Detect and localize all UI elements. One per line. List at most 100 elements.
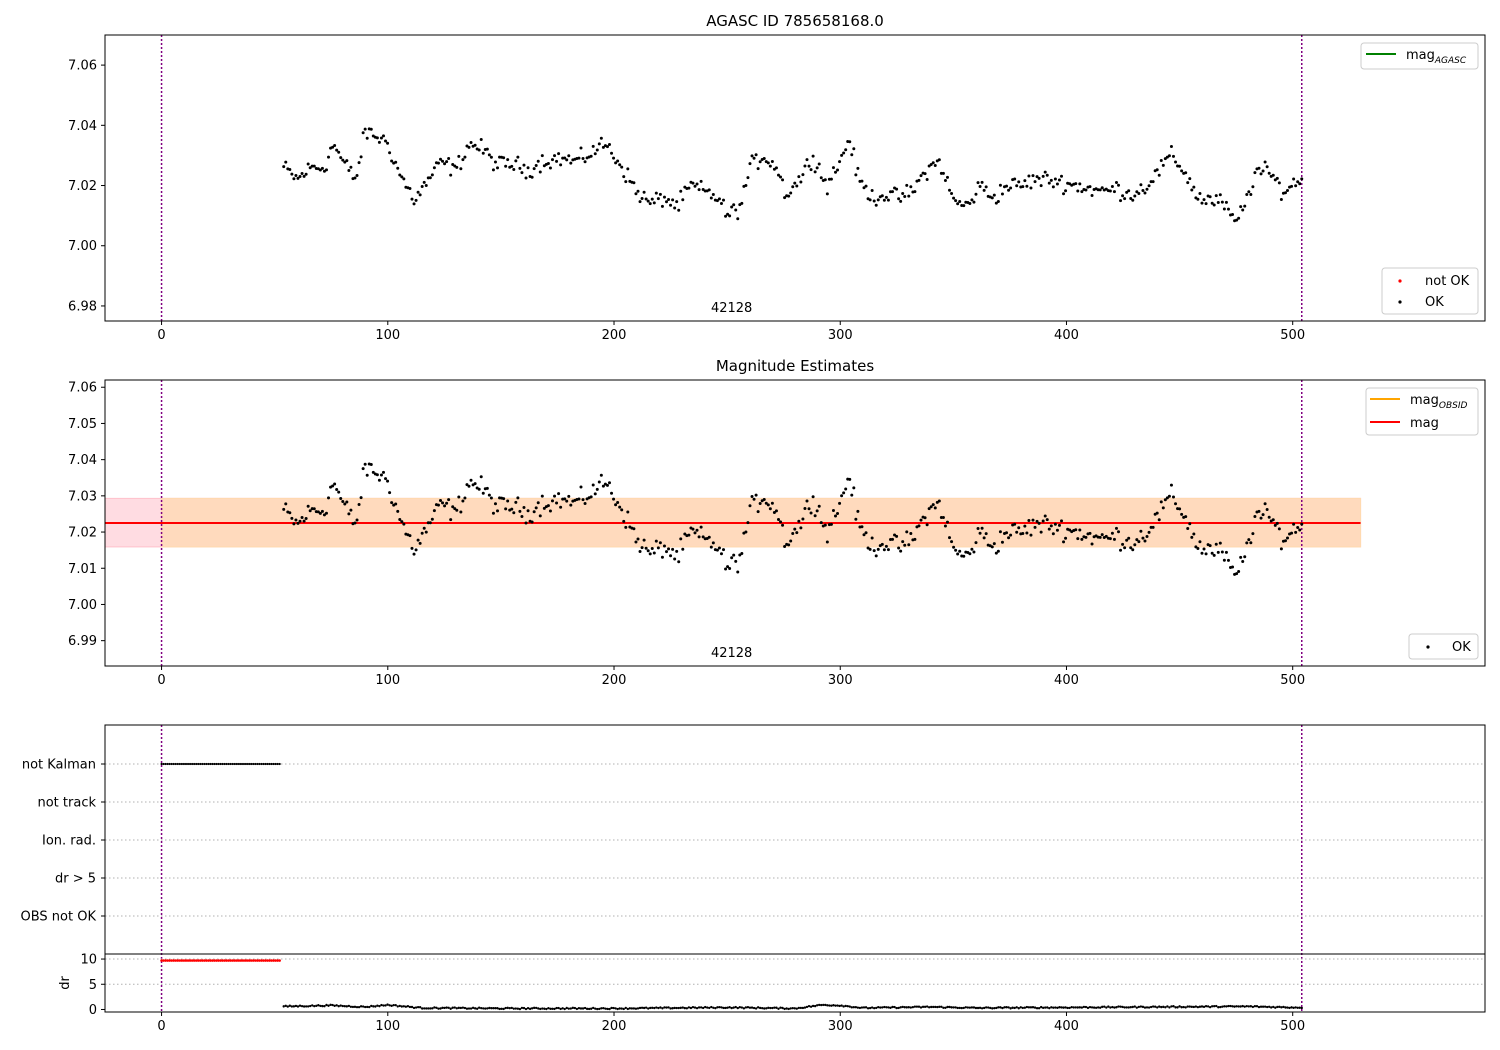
- ok-point-2: [595, 487, 599, 491]
- p1-xtick-label: 200: [602, 328, 627, 343]
- ok-point: [744, 183, 748, 187]
- dr-point: [1125, 1006, 1128, 1009]
- dr-point: [1272, 1005, 1275, 1009]
- panel-magnitude-legend-lines: magOBSID mag: [1365, 387, 1479, 436]
- ok-point: [958, 199, 962, 203]
- dr-point: [954, 1006, 957, 1009]
- dr-point: [952, 1006, 955, 1009]
- dr-point: [885, 1006, 888, 1009]
- ok-point: [919, 174, 923, 178]
- dr-point: [1147, 1006, 1151, 1009]
- ok-point: [355, 173, 359, 177]
- ok-point: [363, 127, 367, 131]
- ok-point-2: [601, 484, 605, 488]
- dr-point: [286, 1005, 289, 1008]
- dr-point: [372, 1005, 375, 1008]
- ok-point: [349, 165, 353, 169]
- not-kalman-marker: [252, 762, 255, 766]
- dr-point: [1286, 1006, 1289, 1009]
- dr-point: [901, 1005, 904, 1009]
- ok-point: [1273, 178, 1277, 182]
- ok-point-2: [502, 497, 506, 501]
- ok-point: [1178, 164, 1182, 168]
- dr-point: [402, 1005, 406, 1008]
- ok-point: [1141, 189, 1145, 193]
- ok-point: [650, 197, 654, 201]
- ok-point-2: [1039, 530, 1043, 534]
- dr-point: [541, 1007, 544, 1010]
- dr-point: [575, 1007, 579, 1011]
- p3-xtick-label: 100: [375, 1019, 400, 1034]
- ok-point-2: [563, 497, 567, 501]
- ok-point: [1031, 174, 1035, 178]
- ok-point: [766, 161, 770, 165]
- dr-point: [382, 1004, 385, 1007]
- ok-point-2: [333, 482, 337, 486]
- ok-point: [522, 163, 526, 167]
- ok-point-2: [1198, 540, 1202, 544]
- dr-point: [532, 1006, 536, 1010]
- dr-point: [1139, 1005, 1143, 1008]
- ok-point-2: [1279, 547, 1283, 551]
- dr-point: [1160, 1005, 1163, 1009]
- ok-point: [540, 154, 544, 158]
- ok-point-2: [453, 507, 457, 511]
- dr-point: [907, 1006, 910, 1009]
- ok-point-2: [418, 541, 422, 545]
- ok-point: [1192, 185, 1196, 189]
- ok-point: [642, 190, 646, 194]
- dr-point: [1039, 1005, 1043, 1009]
- ok-point-2: [489, 496, 493, 500]
- dr-point: [592, 1006, 595, 1010]
- ok-point: [901, 191, 905, 195]
- ok-point-2: [555, 501, 559, 505]
- p1-xtick-label: 100: [375, 328, 400, 343]
- dr-point: [339, 1004, 342, 1007]
- ok-point: [359, 155, 363, 159]
- dr-high-point: [176, 959, 180, 962]
- dr-point: [923, 1005, 927, 1009]
- ok-point-2: [294, 518, 298, 522]
- ok-point-2: [776, 517, 780, 521]
- dr-point: [1149, 1005, 1153, 1009]
- ok-point-2: [744, 530, 748, 534]
- not-kalman-marker: [227, 762, 230, 766]
- ok-point-2: [345, 500, 349, 504]
- ok-point-2: [746, 521, 750, 525]
- ok-point: [398, 173, 402, 177]
- dr-point: [1131, 1005, 1134, 1009]
- dr-high-point: [198, 959, 202, 962]
- ok-point: [754, 153, 758, 157]
- ok-point-2: [831, 508, 835, 512]
- dr-point: [1190, 1005, 1194, 1009]
- dr-high-point: [170, 959, 174, 962]
- dr-high-point: [229, 959, 233, 962]
- legend-not-ok-label: not OK: [1425, 274, 1470, 289]
- ok-point: [1027, 174, 1031, 178]
- ok-point: [320, 166, 324, 170]
- dr-high-point: [168, 959, 171, 962]
- panel-flags-rows: [105, 725, 1485, 1012]
- dr-point: [775, 1006, 778, 1009]
- ok-point-2: [980, 526, 984, 530]
- ok-point-2: [644, 546, 648, 550]
- dr-point: [693, 1006, 697, 1009]
- dr-point: [308, 1004, 312, 1008]
- dr-point: [435, 1006, 438, 1010]
- ok-point-2: [1214, 542, 1218, 546]
- panel-magnitude-axes: 0 100 200 300 400 5006.997.007.017.027.037.04…: [68, 381, 1305, 688]
- dr-point: [400, 1005, 404, 1008]
- dr-point: [1123, 1006, 1126, 1009]
- ok-point: [524, 176, 528, 180]
- ok-point-2: [1051, 532, 1055, 536]
- ok-point: [1214, 194, 1218, 198]
- dr-point: [1023, 1006, 1027, 1009]
- ok-point-2: [441, 501, 445, 505]
- ok-point-2: [884, 544, 888, 548]
- ok-point: [823, 178, 827, 182]
- ok-point-2: [740, 551, 744, 555]
- not-kalman-marker: [225, 762, 228, 766]
- dr-point: [1186, 1005, 1189, 1008]
- not-kalman-marker: [268, 762, 271, 766]
- ok-point-2: [1000, 540, 1004, 544]
